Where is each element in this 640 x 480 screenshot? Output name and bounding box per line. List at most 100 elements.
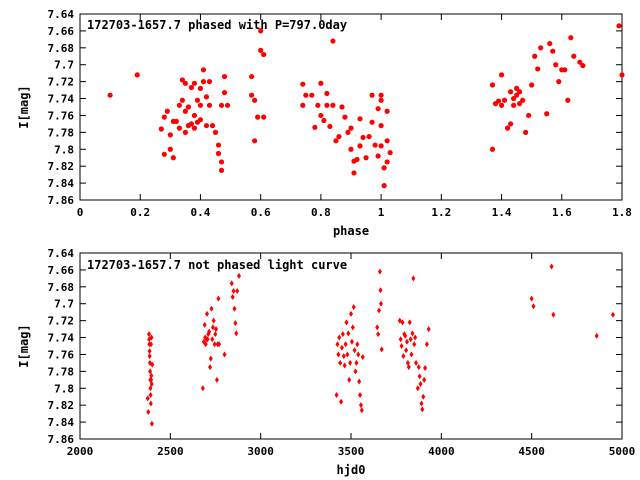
data-point [517, 101, 523, 107]
x-tick-label: 2500 [157, 445, 184, 458]
data-point [216, 295, 221, 302]
data-point [324, 102, 330, 108]
data-point [401, 353, 406, 360]
data-point [345, 129, 351, 135]
data-point [312, 124, 318, 130]
data-point [400, 319, 405, 326]
data-point [336, 133, 342, 140]
chart-title: 172703-1657.7 phased with P=797.0day [87, 18, 347, 32]
data-point [351, 304, 356, 311]
data-point [387, 150, 393, 156]
data-point [197, 117, 204, 123]
data-point [358, 392, 363, 399]
data-point [203, 341, 208, 348]
data-point [594, 332, 599, 339]
data-point [349, 338, 354, 345]
data-point [335, 341, 340, 348]
data-point [398, 336, 403, 343]
data-point [376, 331, 381, 338]
data-point [161, 151, 167, 157]
data-point [348, 125, 354, 131]
data-point [420, 406, 425, 413]
data-point [230, 293, 235, 300]
data-point [529, 295, 534, 302]
data-point [252, 138, 258, 144]
data-point [300, 81, 306, 87]
data-point [357, 378, 362, 385]
data-point [339, 104, 345, 110]
x-tick-label: 1.4 [492, 206, 512, 219]
data-point [207, 328, 212, 335]
data-points [107, 23, 625, 189]
data-point [346, 330, 351, 337]
data-point [414, 359, 419, 366]
data-point [531, 303, 536, 310]
data-point [535, 66, 541, 72]
data-point [544, 111, 550, 117]
data-point [218, 102, 225, 108]
x-axis-label: hjd0 [337, 463, 366, 477]
data-point [164, 108, 170, 114]
data-point [354, 359, 359, 366]
data-point [208, 364, 213, 371]
data-point [170, 155, 176, 161]
data-point [424, 341, 429, 348]
data-point [498, 72, 505, 78]
data-point [149, 381, 154, 388]
data-point [215, 150, 222, 157]
data-point [210, 324, 215, 331]
data-point [419, 400, 424, 407]
data-point [211, 317, 216, 324]
data-point [212, 129, 219, 135]
data-point [363, 155, 369, 161]
y-tick-label: 7.66 [48, 25, 75, 38]
data-point [423, 364, 428, 371]
data-point [194, 97, 201, 103]
data-point [338, 359, 343, 366]
data-point [148, 368, 153, 375]
data-point [205, 336, 210, 343]
data-point [206, 102, 213, 108]
data-point [553, 62, 559, 68]
data-point [148, 392, 153, 399]
data-point [350, 324, 355, 331]
data-point [202, 321, 207, 328]
data-point [309, 92, 315, 98]
y-tick-label: 7.64 [48, 8, 75, 21]
data-point [339, 398, 344, 405]
data-point [357, 143, 363, 149]
data-point [209, 305, 214, 312]
data-point [210, 336, 215, 343]
data-point [378, 300, 383, 307]
x-tick-label: 1.6 [552, 206, 572, 219]
data-point [413, 334, 418, 341]
data-point [252, 97, 258, 103]
data-point [562, 67, 568, 73]
data-point [149, 372, 154, 379]
data-point [514, 85, 520, 91]
data-point [336, 351, 341, 358]
x-tick-label: 0 [77, 206, 84, 219]
data-point [221, 73, 228, 80]
data-point [236, 272, 241, 279]
y-tick-label: 7.74 [48, 332, 75, 345]
data-point [179, 97, 185, 103]
data-point [406, 364, 411, 371]
data-point [318, 80, 324, 86]
data-point [409, 351, 414, 358]
data-point [354, 156, 360, 163]
data-point [507, 89, 514, 95]
data-point [565, 97, 571, 103]
data-point [356, 351, 361, 358]
data-point [411, 275, 416, 282]
y-tick-label: 7.72 [48, 76, 75, 89]
data-point [197, 102, 204, 108]
data-point [556, 79, 562, 85]
data-point [149, 420, 154, 427]
data-point [352, 347, 357, 354]
x-tick-label: 0.8 [311, 206, 331, 219]
axis-ticks: 2000 2500 3000 3500 4000 4500 5000 7.64 7.66 7.68… [48, 247, 636, 458]
data-point [408, 336, 413, 343]
data-point [149, 376, 154, 383]
